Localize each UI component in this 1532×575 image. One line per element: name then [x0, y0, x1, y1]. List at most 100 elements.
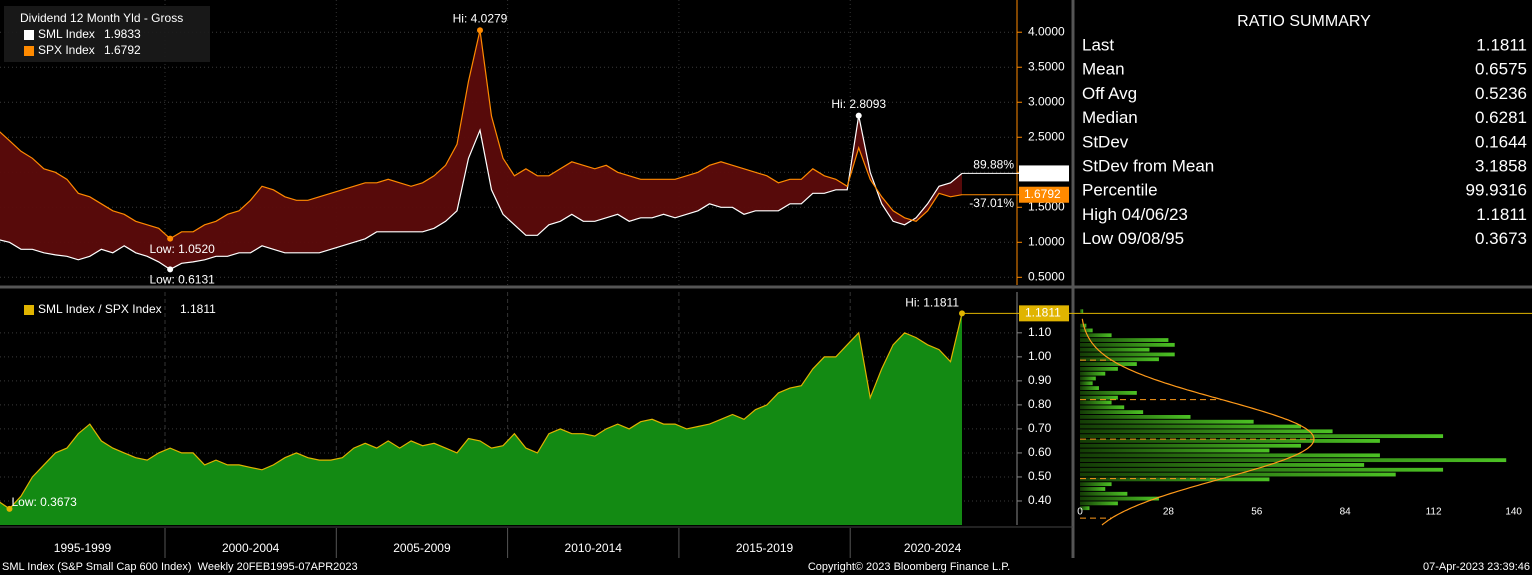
summary-value: 0.5236	[1475, 84, 1527, 103]
hist-bar	[1080, 424, 1301, 429]
hist-bar	[1080, 477, 1270, 482]
footer-center: Copyright© 2023 Bloomberg Finance L.P.	[808, 561, 1010, 573]
normal-curve	[1081, 318, 1315, 526]
summary-value: 0.6575	[1475, 60, 1527, 79]
hist-bar	[1080, 366, 1118, 371]
footer-left: SML Index (S&P Small Cap 600 Index) Week…	[2, 561, 358, 573]
last-value-box	[1019, 305, 1069, 322]
hist-bar	[1080, 463, 1365, 467]
hist-bar	[1080, 419, 1254, 424]
y-tick-label: 0.5000	[1028, 269, 1065, 283]
summary-label: StDev	[1082, 132, 1129, 151]
hist-x-tick-label: 56	[1251, 507, 1263, 518]
summary-label: StDev from Mean	[1082, 156, 1214, 175]
hist-bar	[1080, 410, 1144, 415]
hist-bar	[1080, 487, 1106, 491]
y-tick-label: 1.0000	[1028, 234, 1065, 248]
hist-bar	[1080, 376, 1096, 381]
hist-bar	[1080, 386, 1099, 390]
summary-value: 0.3673	[1475, 229, 1527, 248]
hi-marker	[855, 112, 862, 119]
summary-label: Percentile	[1082, 181, 1158, 200]
y-tick-label: 1.5000	[1028, 199, 1065, 213]
hist-bar	[1080, 415, 1191, 419]
x-tick-label: 2000-2004	[222, 541, 280, 555]
hist-bar	[1080, 405, 1125, 410]
y-tick-label: 0.50	[1028, 469, 1052, 483]
low-label: Low: 0.3673	[11, 495, 77, 509]
summary-value: 0.6281	[1475, 108, 1527, 127]
legend-swatch	[24, 46, 34, 56]
summary-label: Last	[1082, 35, 1114, 54]
hist-x-tick-label: 0	[1077, 507, 1083, 518]
legend-swatch	[24, 305, 34, 315]
series-area	[0, 313, 962, 525]
hist-bar	[1080, 467, 1444, 472]
hist-bar	[1080, 482, 1112, 487]
hist-bar	[1080, 453, 1380, 458]
summary-value: 1.1811	[1476, 205, 1527, 224]
hist-bar	[1080, 328, 1093, 333]
low-marker	[6, 505, 13, 512]
hist-x-tick-label: 84	[1340, 507, 1352, 518]
last-value-label: 1.9833	[1024, 166, 1061, 180]
y-tick-label: 0.60	[1028, 445, 1052, 459]
plot-layer: 1995-1999 2000-2004 2005-2009 2010-2014 2015…	[0, 0, 1532, 558]
legend-label: SML Index	[38, 27, 95, 41]
hist-bar	[1080, 357, 1159, 362]
last-value-box	[1019, 165, 1069, 182]
last-value-label: 1.6792	[1024, 187, 1061, 201]
hist-bar	[1080, 501, 1118, 506]
hist-bar	[1080, 381, 1093, 386]
hist-bar	[1080, 443, 1301, 448]
last-value-box	[1019, 186, 1069, 203]
y-tick-label: 1.10	[1028, 325, 1052, 339]
low-marker	[167, 266, 174, 273]
low-marker	[167, 235, 174, 242]
y-tick-label: 0.70	[1028, 421, 1052, 435]
hist-bar	[1080, 506, 1090, 511]
x-tick-label: 2015-2019	[736, 541, 794, 555]
y-tick-label: 1.00	[1028, 349, 1052, 363]
legend-label: SML Index / SPX Index	[38, 302, 162, 316]
x-tick-label: 1995-1999	[54, 541, 112, 555]
summary-value: 0.1644	[1475, 132, 1527, 151]
hist-bar	[1080, 439, 1380, 443]
summary-label: Low 09/08/95	[1082, 229, 1184, 248]
footer-right: 07-Apr-2023 23:39:46	[1423, 561, 1530, 573]
hist-bar	[1080, 309, 1084, 314]
legend-value: 1.6792	[104, 43, 141, 57]
x-tick-label: 2010-2014	[565, 541, 623, 555]
hist-x-tick-label: 28	[1163, 507, 1175, 518]
summary-value: 99.9316	[1466, 181, 1527, 200]
summary-value: 1.1811	[1476, 35, 1527, 54]
legend-label: SPX Index	[38, 43, 95, 57]
hist-bar	[1080, 347, 1150, 352]
x-tick-label: 2020-2024	[904, 541, 962, 555]
summary-label: Off Avg	[1082, 84, 1137, 103]
legend-value: 1.1811	[180, 302, 216, 316]
low-label: Low: 0.6131	[149, 273, 215, 287]
legend-swatch	[24, 30, 34, 40]
hist-x-tick-label: 140	[1505, 507, 1522, 518]
y-tick-label: 4.0000	[1028, 24, 1065, 38]
series-line	[0, 115, 963, 271]
y-tick-label: 2.5000	[1028, 129, 1065, 143]
summary-label: Median	[1082, 108, 1138, 127]
legend-box	[4, 6, 210, 62]
change-label: 89.88%	[973, 158, 1014, 172]
series-line	[0, 313, 963, 510]
summary-value: 3.1858	[1475, 156, 1527, 175]
hi-label: Hi: 1.1811	[905, 296, 959, 310]
change-label: -37.01%	[969, 196, 1014, 210]
hist-bar	[1080, 352, 1175, 357]
summary-label: High 04/06/23	[1082, 205, 1188, 224]
summary-label: Mean	[1082, 60, 1125, 79]
hist-bar	[1080, 400, 1112, 405]
hi-label: Hi: 4.0279	[453, 11, 508, 25]
hist-bar	[1080, 434, 1444, 439]
hist-bar	[1080, 429, 1333, 434]
hist-bar	[1080, 371, 1106, 376]
